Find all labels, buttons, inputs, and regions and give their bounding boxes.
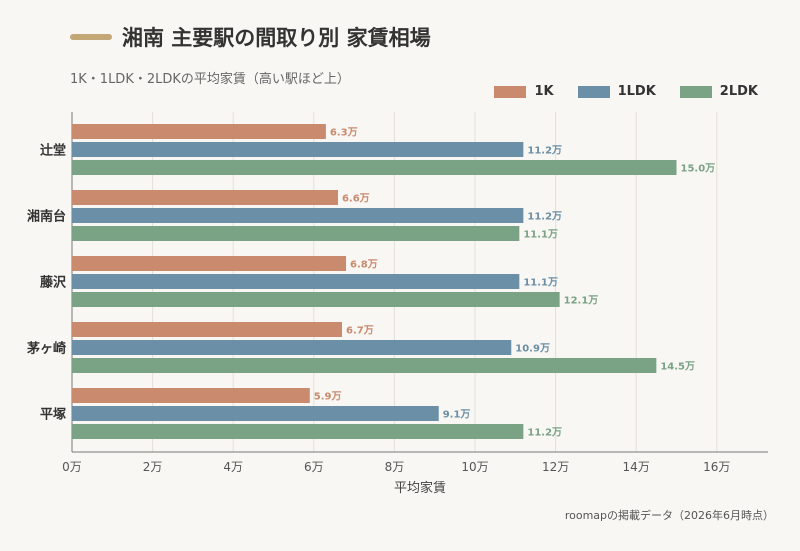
x-tick-label: 14万 bbox=[623, 460, 650, 474]
legend-item-1ldk: 1LDK bbox=[577, 84, 656, 99]
legend-swatch bbox=[494, 85, 527, 98]
legend: 1K 1LDK 2LDK bbox=[470, 84, 758, 99]
category-label: 茅ヶ崎 bbox=[27, 341, 66, 357]
title-accent-bar bbox=[70, 34, 112, 40]
data-label: 11.2万 bbox=[527, 145, 562, 157]
bar-1ldk bbox=[72, 274, 520, 289]
legend-swatch bbox=[577, 85, 610, 98]
data-label: 14.5万 bbox=[660, 361, 695, 373]
bar-1k bbox=[72, 256, 347, 271]
bar-1k bbox=[72, 124, 326, 139]
bar-1k bbox=[72, 388, 310, 403]
bar-2ldk bbox=[72, 424, 524, 439]
data-label: 10.9万 bbox=[515, 343, 550, 355]
data-label: 9.1万 bbox=[443, 409, 471, 421]
data-label: 11.2万 bbox=[527, 427, 562, 439]
data-label: 6.8万 bbox=[350, 259, 378, 271]
source-note: roomapの掲載データ（2026年6月時点） bbox=[564, 509, 774, 522]
data-label: 12.1万 bbox=[564, 295, 599, 307]
bar-1ldk bbox=[72, 340, 512, 355]
category-label: 湘南台 bbox=[27, 209, 66, 225]
category-label: 平塚 bbox=[40, 408, 66, 423]
legend-label: 2LDK bbox=[719, 84, 758, 99]
legend-label: 1K bbox=[534, 84, 554, 99]
bar-1ldk bbox=[72, 406, 439, 421]
chart-title: 湘南 主要駅の間取り別 家賃相場 bbox=[122, 26, 431, 50]
data-label: 5.9万 bbox=[314, 391, 342, 403]
x-tick-label: 10万 bbox=[461, 460, 488, 474]
bar-1k bbox=[72, 322, 343, 337]
title-row: 湘南 主要駅の間取り別 家賃相場 bbox=[70, 22, 431, 52]
data-label: 6.3万 bbox=[330, 127, 358, 139]
x-tick-label: 16万 bbox=[703, 460, 730, 474]
x-tick-label: 2万 bbox=[143, 460, 163, 474]
x-tick-label: 6万 bbox=[304, 460, 324, 474]
legend-item-2ldk: 2LDK bbox=[679, 84, 758, 99]
data-label: 11.1万 bbox=[523, 229, 558, 241]
bar-2ldk bbox=[72, 358, 657, 373]
x-axis-title: 平均家賃 bbox=[394, 480, 446, 496]
data-label: 11.2万 bbox=[527, 211, 562, 223]
legend-item-1k: 1K bbox=[494, 84, 554, 99]
data-label: 6.7万 bbox=[346, 325, 374, 337]
data-label: 11.1万 bbox=[523, 277, 558, 289]
category-label: 藤沢 bbox=[40, 275, 67, 291]
bar-1k bbox=[72, 190, 338, 205]
category-label: 辻堂 bbox=[40, 143, 66, 159]
x-tick-label: 8万 bbox=[385, 460, 405, 474]
bar-2ldk bbox=[72, 292, 560, 307]
data-label: 15.0万 bbox=[681, 163, 716, 175]
legend-swatch bbox=[679, 85, 712, 98]
x-tick-label: 12万 bbox=[542, 460, 569, 474]
x-tick-label: 4万 bbox=[223, 460, 243, 474]
bar-1ldk bbox=[72, 142, 524, 157]
chart-subtitle: 1K・1LDK・2LDKの平均家賃（高い駅ほど上） bbox=[70, 72, 350, 87]
bar-2ldk bbox=[72, 226, 520, 241]
bar-1ldk bbox=[72, 208, 524, 223]
legend-label: 1LDK bbox=[617, 84, 656, 99]
x-tick-label: 0万 bbox=[62, 460, 82, 474]
bar-2ldk bbox=[72, 160, 677, 175]
data-label: 6.6万 bbox=[342, 193, 370, 205]
